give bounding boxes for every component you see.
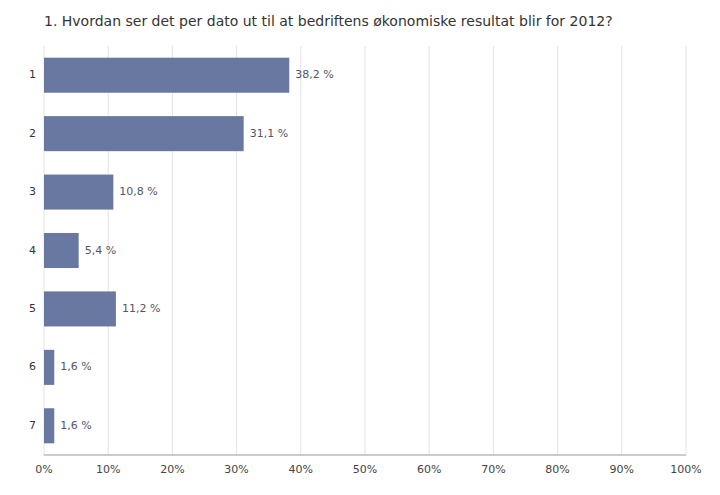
grid-line xyxy=(493,46,494,455)
bar xyxy=(44,291,116,326)
x-tick-label: 50% xyxy=(353,463,377,476)
x-tick-label: 60% xyxy=(417,463,441,476)
chart: 1. Hvordan ser det per dato ut til at be… xyxy=(0,0,720,495)
grid-line xyxy=(557,46,558,455)
data-label: 10,8 % xyxy=(119,185,157,198)
x-tick-label: 20% xyxy=(160,463,184,476)
data-label: 5,4 % xyxy=(85,244,116,257)
x-tick-label: 30% xyxy=(224,463,248,476)
x-tick-label: 100% xyxy=(670,463,701,476)
y-tick-label: 2 xyxy=(29,127,36,140)
x-tick-label: 40% xyxy=(289,463,313,476)
bars xyxy=(44,58,289,444)
title: 1. Hvordan ser det per dato ut til at be… xyxy=(44,13,613,29)
x-axis-line xyxy=(44,455,686,456)
bar xyxy=(44,233,79,268)
bar xyxy=(44,408,54,443)
y-tick-label: 3 xyxy=(29,185,36,198)
bar xyxy=(44,58,289,93)
x-tick-label: 90% xyxy=(610,463,634,476)
grid xyxy=(44,46,686,455)
x-tick-label: 70% xyxy=(481,463,505,476)
bar xyxy=(44,175,113,210)
x-tick-label: 80% xyxy=(545,463,569,476)
grid-line xyxy=(300,46,301,455)
bar xyxy=(44,350,54,385)
bar xyxy=(44,116,244,151)
x-tick-label: 10% xyxy=(96,463,120,476)
y-tick-label: 6 xyxy=(29,360,36,373)
x-tick-label: 0% xyxy=(35,463,52,476)
grid-line xyxy=(429,46,430,455)
y-tick-label: 4 xyxy=(29,244,36,257)
data-label: 11,2 % xyxy=(122,302,160,315)
grid-line xyxy=(172,46,173,455)
grid-line xyxy=(686,46,687,455)
data-label: 1,6 % xyxy=(60,419,91,432)
data-label: 1,6 % xyxy=(60,360,91,373)
y-tick-label: 7 xyxy=(29,419,36,432)
data-label: 31,1 % xyxy=(250,127,288,140)
grid-line xyxy=(236,46,237,455)
y-tick-label: 1 xyxy=(29,68,36,81)
chart-container: 1. Hvordan ser det per dato ut til at be… xyxy=(0,0,720,495)
grid-line xyxy=(621,46,622,455)
data-label: 38,2 % xyxy=(295,68,333,81)
y-tick-label: 5 xyxy=(29,302,36,315)
grid-line xyxy=(365,46,366,455)
